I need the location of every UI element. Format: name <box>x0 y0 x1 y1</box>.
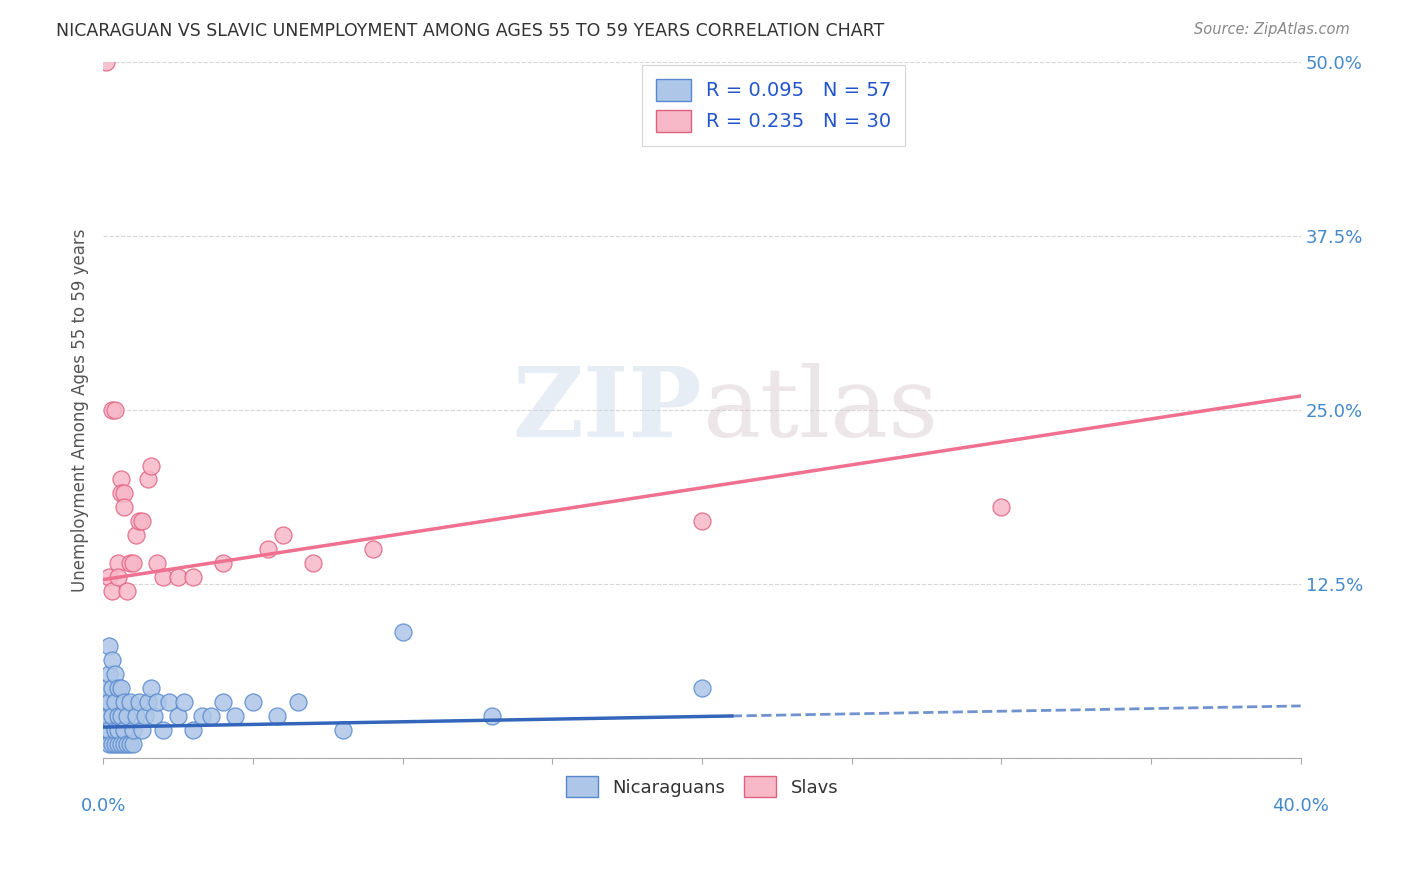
Point <box>191 709 214 723</box>
Point <box>120 737 142 751</box>
Point <box>98 570 121 584</box>
Point <box>212 695 235 709</box>
Point <box>301 556 323 570</box>
Point <box>181 570 204 584</box>
Point <box>125 709 148 723</box>
Text: ZIP: ZIP <box>512 363 702 457</box>
Point <box>690 514 713 528</box>
Point <box>94 709 117 723</box>
Point <box>98 737 121 751</box>
Point <box>136 473 159 487</box>
Point <box>101 653 124 667</box>
Point <box>107 681 129 695</box>
Point <box>361 541 384 556</box>
Point <box>101 583 124 598</box>
Point <box>101 403 124 417</box>
Point <box>143 709 166 723</box>
Point <box>690 681 713 695</box>
Point <box>98 640 121 654</box>
Point <box>101 737 124 751</box>
Point <box>115 709 138 723</box>
Point <box>212 556 235 570</box>
Point <box>181 723 204 737</box>
Point <box>391 625 413 640</box>
Point <box>125 528 148 542</box>
Point <box>224 709 246 723</box>
Point <box>110 681 132 695</box>
Point <box>107 723 129 737</box>
Point <box>122 556 145 570</box>
Point <box>152 570 174 584</box>
Point <box>112 737 135 751</box>
Point <box>167 709 190 723</box>
Point <box>112 695 135 709</box>
Point <box>120 695 142 709</box>
Point <box>98 695 121 709</box>
Text: 0.0%: 0.0% <box>80 797 125 814</box>
Point <box>139 458 162 473</box>
Point <box>115 737 138 751</box>
Point <box>122 723 145 737</box>
Text: 40.0%: 40.0% <box>1272 797 1329 814</box>
Point <box>94 695 117 709</box>
Text: Source: ZipAtlas.com: Source: ZipAtlas.com <box>1194 22 1350 37</box>
Point <box>332 723 354 737</box>
Point <box>104 737 127 751</box>
Point <box>128 514 150 528</box>
Point <box>271 528 294 542</box>
Point <box>107 570 129 584</box>
Point <box>110 737 132 751</box>
Point <box>115 583 138 598</box>
Point <box>107 709 129 723</box>
Text: NICARAGUAN VS SLAVIC UNEMPLOYMENT AMONG AGES 55 TO 59 YEARS CORRELATION CHART: NICARAGUAN VS SLAVIC UNEMPLOYMENT AMONG … <box>56 22 884 40</box>
Point <box>107 737 129 751</box>
Point <box>481 709 503 723</box>
Point <box>98 723 121 737</box>
Point <box>200 709 222 723</box>
Point <box>266 709 288 723</box>
Point <box>128 695 150 709</box>
Point <box>110 473 132 487</box>
Point <box>173 695 195 709</box>
Point <box>120 556 142 570</box>
Y-axis label: Unemployment Among Ages 55 to 59 years: Unemployment Among Ages 55 to 59 years <box>72 228 89 591</box>
Point <box>98 667 121 681</box>
Point <box>242 695 264 709</box>
Point <box>110 486 132 500</box>
Text: atlas: atlas <box>702 363 938 457</box>
Point <box>122 737 145 751</box>
Point <box>94 55 117 70</box>
Point <box>94 681 117 695</box>
Point <box>110 709 132 723</box>
Point <box>131 514 153 528</box>
Point <box>104 667 127 681</box>
Point <box>94 723 117 737</box>
Point <box>134 709 156 723</box>
Point <box>287 695 309 709</box>
Point <box>112 723 135 737</box>
Point <box>104 723 127 737</box>
Point <box>112 486 135 500</box>
Point <box>167 570 190 584</box>
Point <box>256 541 278 556</box>
Point <box>990 500 1012 515</box>
Point <box>107 556 129 570</box>
Point <box>146 695 169 709</box>
Point <box>101 681 124 695</box>
Point <box>146 556 169 570</box>
Point <box>104 695 127 709</box>
Point <box>112 500 135 515</box>
Point <box>152 723 174 737</box>
Point <box>139 681 162 695</box>
Point <box>157 695 180 709</box>
Point <box>104 403 127 417</box>
Point <box>131 723 153 737</box>
Point <box>136 695 159 709</box>
Point <box>101 709 124 723</box>
Legend: Nicaraguans, Slavs: Nicaraguans, Slavs <box>555 765 849 808</box>
